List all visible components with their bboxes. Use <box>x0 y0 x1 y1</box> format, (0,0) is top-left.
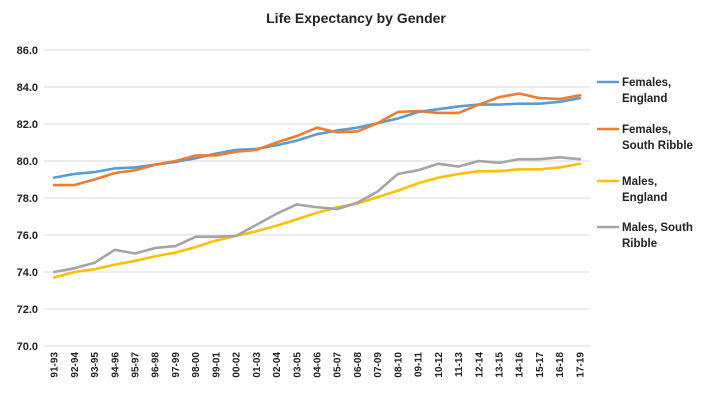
x-tick-label: 93-95 <box>90 352 101 378</box>
x-tick-label: 95-97 <box>131 352 142 378</box>
x-tick-label: 05-07 <box>333 352 344 378</box>
legend-label: England <box>622 93 667 105</box>
x-tick-label: 00-02 <box>232 352 243 378</box>
legend-label: Females, <box>622 124 671 136</box>
x-tick-label: 02-04 <box>272 352 283 378</box>
legend-label: Males, <box>622 176 657 188</box>
legend: Females, England Females, South Ribble Males… <box>597 77 693 250</box>
legend-label: England <box>622 192 667 204</box>
x-tick-label: 91-93 <box>50 352 61 378</box>
legend-entry-0: Females, England <box>597 77 671 105</box>
series-line-2 <box>52 162 582 279</box>
y-tick-label: 70.0 <box>17 341 38 353</box>
chart-title: Life Expectancy by Gender <box>266 10 446 26</box>
series-lines <box>52 92 582 279</box>
x-tick-label: 96-98 <box>151 352 162 378</box>
x-tick-label: 97-99 <box>171 352 182 378</box>
y-tick-label: 84.0 <box>17 82 38 94</box>
gridlines <box>44 49 590 347</box>
x-tick-label: 11-13 <box>454 352 465 377</box>
x-tick-label: 12-14 <box>474 352 485 378</box>
x-tick-label: 15-17 <box>535 352 546 378</box>
y-tick-label: 72.0 <box>17 304 38 316</box>
x-tick-label: 92-94 <box>70 352 81 378</box>
y-tick-label: 78.0 <box>17 193 38 205</box>
legend-entry-3: Males, South Ribble <box>597 222 693 250</box>
legend-label: Males, South <box>622 222 693 234</box>
series-line-0 <box>52 96 582 179</box>
series-line-3 <box>52 156 582 274</box>
y-tick-label: 74.0 <box>17 267 38 279</box>
series-line-1 <box>52 92 582 187</box>
x-tick-label: 08-10 <box>393 352 404 378</box>
x-tick-label: 07-09 <box>373 352 384 378</box>
x-tick-label: 09-11 <box>414 352 425 377</box>
legend-entry-2: Males, England <box>597 176 667 204</box>
y-tick-label: 80.0 <box>17 156 38 168</box>
x-tick-label: 94-96 <box>110 352 121 378</box>
legend-label: South Ribble <box>622 140 693 152</box>
y-tick-label: 82.0 <box>17 119 38 131</box>
legend-label: Ribble <box>622 238 657 250</box>
y-axis-ticks: 70.0 72.0 74.0 76.0 78.0 80.0 82.0 84.0 86.0 <box>17 45 38 353</box>
x-tick-label: 98-00 <box>191 352 202 378</box>
x-tick-label: 01-03 <box>252 352 263 378</box>
x-tick-label: 14-16 <box>515 352 526 378</box>
x-tick-label: 10-12 <box>434 352 445 378</box>
legend-entry-1: Females, South Ribble <box>597 124 693 152</box>
y-tick-label: 86.0 <box>17 45 38 57</box>
x-tick-label: 16-18 <box>555 352 566 378</box>
x-tick-label: 03-05 <box>292 352 303 378</box>
x-tick-label: 17-19 <box>575 352 586 378</box>
x-tick-label: 99-01 <box>211 352 222 378</box>
x-tick-label: 04-06 <box>313 352 324 378</box>
legend-label: Females, <box>622 77 671 89</box>
x-tick-label: 13-15 <box>495 352 506 378</box>
x-tick-label: 06-08 <box>353 352 364 378</box>
y-tick-label: 76.0 <box>17 230 38 242</box>
x-axis-ticks: 91-93 92-94 93-95 94-96 95-97 96-98 97-99 98-00… <box>50 352 587 378</box>
